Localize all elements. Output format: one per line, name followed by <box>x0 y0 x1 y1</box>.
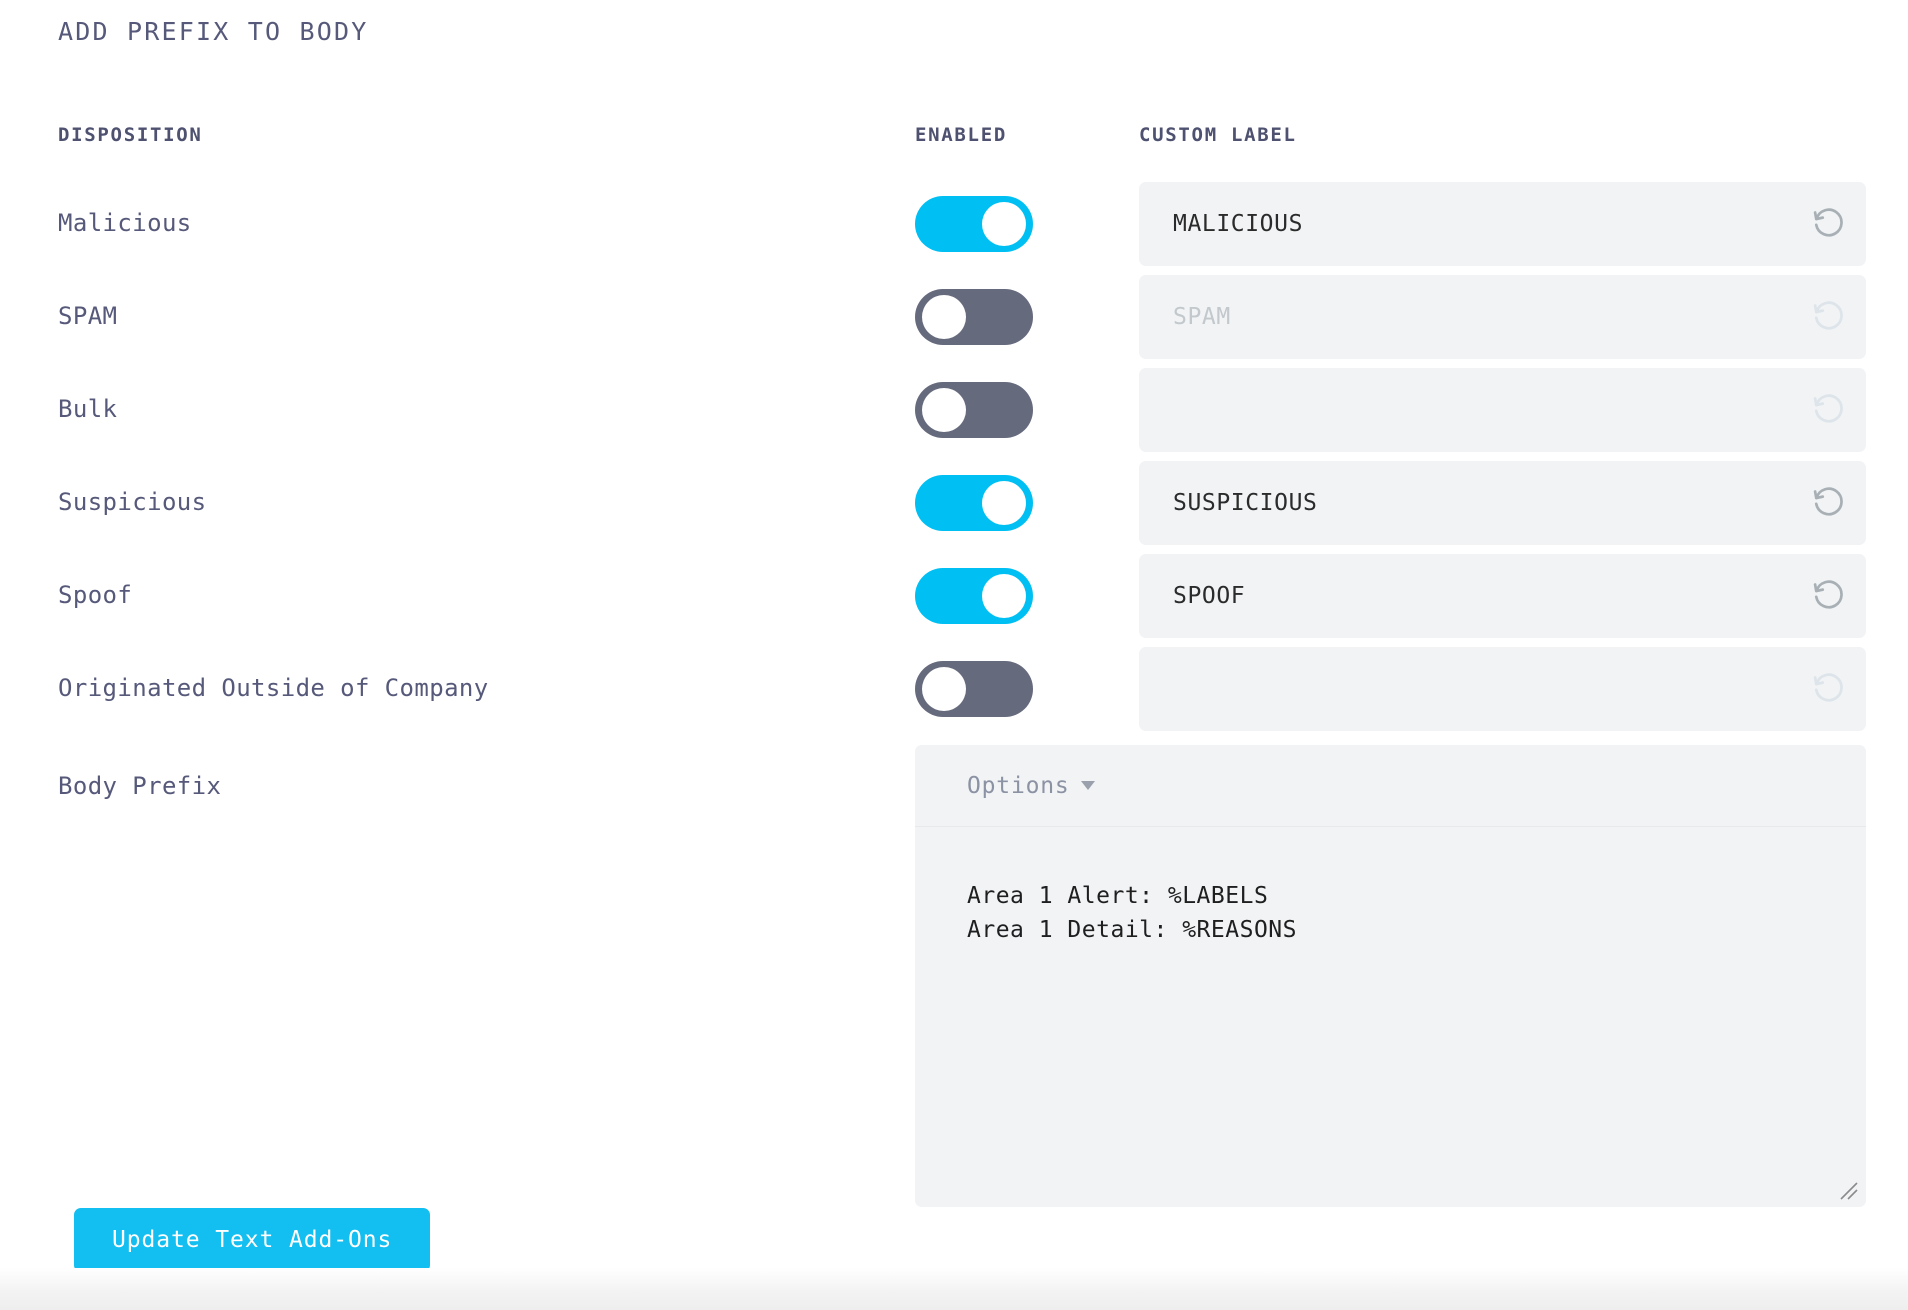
reset-custom-label-button[interactable] <box>1792 647 1866 731</box>
disposition-label: Bulk <box>58 395 118 423</box>
table-row: Suspicious <box>0 457 1908 550</box>
toggle-enabled-spam[interactable] <box>915 289 1033 345</box>
custom-label-input[interactable] <box>1139 647 1792 731</box>
options-dropdown-label: Options <box>967 772 1070 799</box>
page-title: ADD PREFIX TO BODY <box>58 17 369 46</box>
custom-label-input[interactable] <box>1139 182 1792 266</box>
disposition-label: Malicious <box>58 209 192 237</box>
reset-custom-label-button[interactable] <box>1792 368 1866 452</box>
toggle-enabled-bulk[interactable] <box>915 382 1033 438</box>
disposition-label: Originated Outside of Company <box>58 674 489 702</box>
options-bar: Options <box>915 745 1866 827</box>
column-header-disposition: DISPOSITION <box>58 124 203 146</box>
reset-custom-label-button[interactable] <box>1792 182 1866 266</box>
table-row: Originated Outside of Company <box>0 643 1908 736</box>
column-header-custom-label: CUSTOM LABEL <box>1139 124 1297 146</box>
column-header-enabled: ENABLED <box>915 124 1007 146</box>
toggle-enabled-malicious[interactable] <box>915 196 1033 252</box>
disposition-label: Suspicious <box>58 488 207 516</box>
disposition-rows: Malicious SPAM Bulk Suspicious Spoof Originat… <box>0 178 1908 736</box>
footer-strip <box>0 1268 1908 1310</box>
table-row: SPAM <box>0 271 1908 364</box>
reset-custom-label-button[interactable] <box>1792 461 1866 545</box>
custom-label-input[interactable] <box>1139 275 1792 359</box>
chevron-down-icon <box>1080 781 1095 790</box>
toggle-knob <box>982 574 1026 618</box>
body-prefix-label: Body Prefix <box>58 772 222 800</box>
table-row: Bulk <box>0 364 1908 457</box>
toggle-knob <box>922 388 966 432</box>
custom-label-input[interactable] <box>1139 461 1792 545</box>
custom-label-field <box>1139 275 1866 359</box>
custom-label-field <box>1139 368 1866 452</box>
reset-custom-label-button[interactable] <box>1792 554 1866 638</box>
custom-label-field <box>1139 554 1866 638</box>
toggle-knob <box>982 481 1026 525</box>
toggle-knob <box>922 667 966 711</box>
table-row: Malicious <box>0 178 1908 271</box>
table-row: Spoof <box>0 550 1908 643</box>
update-text-addons-button[interactable]: Update Text Add-Ons <box>74 1208 431 1272</box>
disposition-label: Spoof <box>58 581 133 609</box>
body-prefix-textarea[interactable] <box>915 827 1866 1207</box>
toggle-knob <box>982 202 1026 246</box>
custom-label-input[interactable] <box>1139 368 1792 452</box>
options-dropdown-button[interactable]: Options <box>967 773 1095 799</box>
custom-label-field <box>1139 461 1866 545</box>
toggle-enabled-suspicious[interactable] <box>915 475 1033 531</box>
toggle-knob <box>922 295 966 339</box>
toggle-enabled-spoof[interactable] <box>915 568 1033 624</box>
custom-label-field <box>1139 647 1866 731</box>
body-prefix-panel: Options <box>915 745 1866 1207</box>
reset-custom-label-button[interactable] <box>1792 275 1866 359</box>
toggle-enabled-originated-outside-of-company[interactable] <box>915 661 1033 717</box>
custom-label-field <box>1139 182 1866 266</box>
disposition-label: SPAM <box>58 302 118 330</box>
custom-label-input[interactable] <box>1139 554 1792 638</box>
